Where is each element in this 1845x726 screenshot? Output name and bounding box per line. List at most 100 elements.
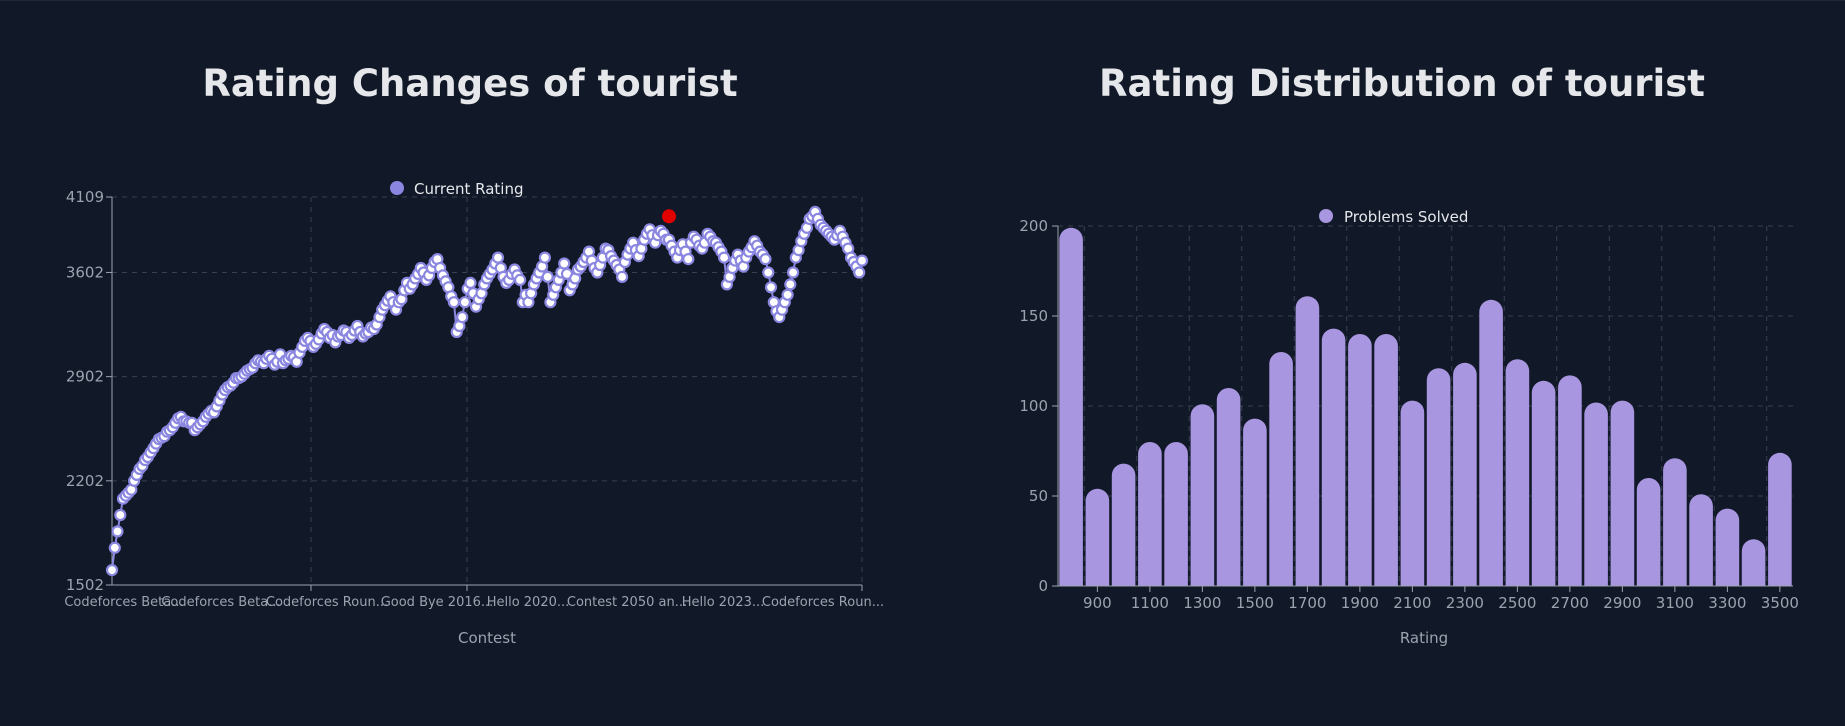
x-tick-label: 3300	[1708, 594, 1746, 612]
x-tick-label: 900	[1083, 594, 1112, 612]
bar-rating-2900[interactable]	[1610, 400, 1635, 586]
y-tick-label: 50	[1029, 487, 1048, 505]
rating-point[interactable]	[781, 288, 794, 301]
bar-rating-1300[interactable]	[1190, 404, 1215, 586]
bar-rating-1600[interactable]	[1269, 352, 1293, 586]
bar-rating-1400[interactable]	[1216, 388, 1241, 586]
legend-label-current-rating: Current Rating	[414, 180, 523, 198]
rating-changes-title: Rating Changes of tourist	[202, 62, 738, 105]
x-tick-label: 1300	[1183, 594, 1221, 612]
bar-rating-1100[interactable]	[1138, 442, 1162, 586]
x-tick-label: Codeforces Beta...	[161, 595, 280, 610]
rating-point[interactable]	[114, 508, 127, 522]
x-tick-label: 1700	[1288, 594, 1326, 612]
bar-rating-2000[interactable]	[1374, 334, 1398, 586]
bar-rating-2300[interactable]	[1453, 362, 1477, 586]
bar-rating-2600[interactable]	[1531, 380, 1556, 586]
bar-rating-800[interactable]	[1059, 227, 1083, 586]
rating-point[interactable]	[759, 253, 772, 266]
x-tick-label: 2500	[1498, 594, 1536, 612]
rating-point[interactable]	[541, 270, 554, 283]
x-tick-label: Codeforces Beta...	[64, 595, 183, 610]
y-tick-label: 2902	[66, 368, 104, 386]
bar-rating-2500[interactable]	[1505, 359, 1530, 586]
rating-distribution-chart: 0 50 100 150 200 900 1100 1300 1500 1700 1900 2100 2…	[1019, 208, 1799, 647]
rating-point[interactable]	[853, 266, 866, 279]
rating-distribution-x-axis-label: Rating	[1400, 629, 1448, 647]
rating-point[interactable]	[764, 281, 778, 294]
x-tick-label: Hello 2020...	[487, 595, 570, 610]
y-tick-label: 4109	[66, 188, 104, 206]
rating-point[interactable]	[762, 266, 775, 279]
bar-rating-3400[interactable]	[1741, 539, 1766, 586]
rating-point[interactable]	[105, 563, 119, 577]
rating-changes-x-axis-label: Contest	[458, 629, 516, 647]
rating-point[interactable]	[464, 276, 477, 289]
bar-rating-1200[interactable]	[1164, 442, 1188, 586]
rating-point[interactable]	[447, 296, 460, 309]
bar-rating-2400[interactable]	[1479, 299, 1503, 586]
x-tick-label: Good Bye 2016...	[381, 595, 494, 610]
x-tick-label: 2700	[1551, 594, 1589, 612]
rating-distribution-axes: 0 50 100 150 200 900 1100 1300 1500 1700 1900 2100 2…	[1019, 217, 1799, 612]
bar-rating-1000[interactable]	[1111, 463, 1136, 586]
bar-rating-3100[interactable]	[1663, 458, 1687, 586]
rating-point[interactable]	[784, 278, 797, 291]
rating-point[interactable]	[111, 525, 124, 538]
y-tick-label: 2202	[66, 472, 104, 490]
rating-point[interactable]	[456, 311, 469, 324]
bar-rating-1900[interactable]	[1348, 334, 1372, 586]
bar-rating-2200[interactable]	[1426, 368, 1451, 586]
rating-point[interactable]	[682, 253, 695, 266]
top-border	[0, 0, 1845, 1]
current-rating-series	[105, 205, 869, 577]
y-tick-label: 0	[1038, 577, 1048, 595]
rating-point[interactable]	[786, 266, 800, 279]
bar-rating-2100[interactable]	[1400, 400, 1425, 586]
rating-point[interactable]	[615, 270, 629, 283]
rating-point[interactable]	[538, 251, 552, 264]
rating-point[interactable]	[458, 296, 471, 309]
x-tick-label: 2300	[1446, 594, 1484, 612]
bar-rating-3000[interactable]	[1636, 478, 1661, 586]
bar-rating-1500[interactable]	[1243, 418, 1267, 586]
x-tick-label: Codeforces Roun...	[266, 595, 388, 610]
y-tick-label: 200	[1019, 217, 1048, 235]
x-tick-label: 2100	[1393, 594, 1431, 612]
legend-dot-current-rating	[390, 181, 404, 195]
rating-point[interactable]	[491, 251, 505, 264]
bar-rating-3200[interactable]	[1689, 494, 1713, 586]
bar-rating-2700[interactable]	[1558, 375, 1582, 586]
x-tick-label: 1500	[1236, 594, 1274, 612]
rating-changes-legend[interactable]: Current Rating	[390, 180, 523, 198]
y-tick-label: 1502	[66, 576, 104, 594]
y-tick-label: 3602	[66, 263, 104, 281]
x-tick-label: 1900	[1341, 594, 1379, 612]
y-tick-label: 150	[1019, 307, 1048, 325]
rating-point[interactable]	[513, 273, 527, 286]
x-tick-label: Hello 2023...	[682, 595, 765, 610]
y-tick-label: 100	[1019, 397, 1048, 415]
bar-rating-3500[interactable]	[1768, 452, 1792, 586]
rating-distribution-legend[interactable]: Problems Solved	[1319, 208, 1468, 226]
bar-rating-3300[interactable]	[1715, 508, 1740, 586]
bar-rating-1700[interactable]	[1295, 296, 1320, 586]
bar-rating-900[interactable]	[1085, 488, 1110, 586]
x-tick-label: Contest 2050 an...	[567, 595, 687, 610]
x-tick-label: 2900	[1603, 594, 1641, 612]
x-tick-label: 3100	[1656, 594, 1694, 612]
rating-distribution-grid	[1058, 225, 1793, 586]
rating-point[interactable]	[558, 257, 571, 270]
x-tick-label: Codeforces Roun...	[762, 595, 884, 610]
rating-point[interactable]	[717, 251, 731, 264]
x-tick-label: 1100	[1131, 594, 1169, 612]
bar-rating-2800[interactable]	[1584, 402, 1608, 586]
rating-point-highlighted[interactable]	[662, 209, 676, 224]
rating-point[interactable]	[855, 254, 869, 267]
legend-dot-problems-solved	[1319, 209, 1333, 223]
bar-rating-1800[interactable]	[1321, 328, 1346, 586]
rating-point[interactable]	[108, 541, 121, 554]
